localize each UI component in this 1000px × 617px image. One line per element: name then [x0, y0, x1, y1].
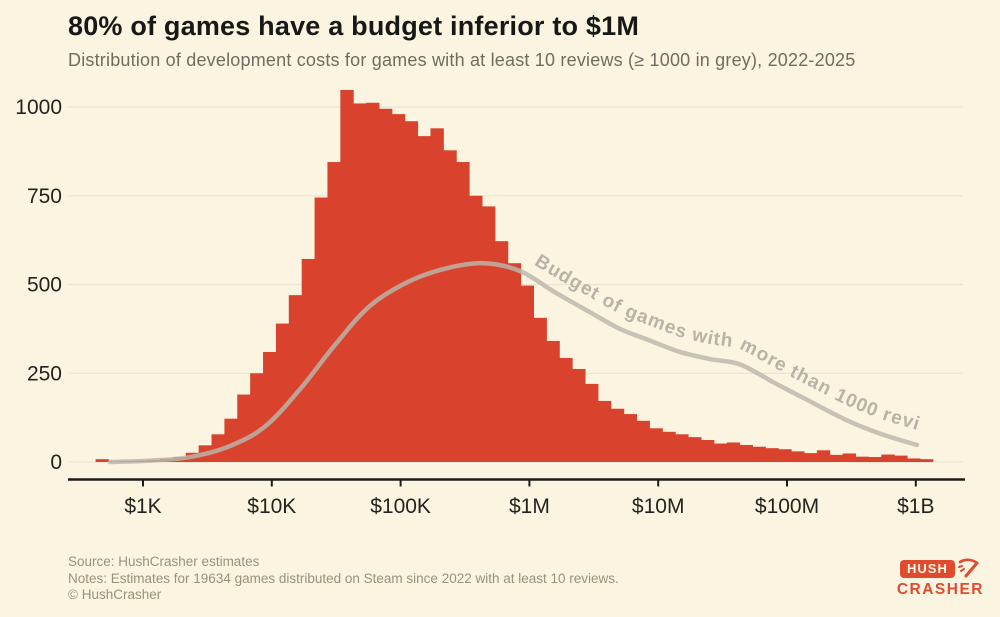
grey-line-1000-reviews	[107, 260, 920, 465]
histogram-bar	[494, 241, 509, 462]
histogram-bar	[726, 442, 741, 462]
histogram-bar	[340, 89, 354, 463]
logo-crasher-label: CRASHER	[896, 581, 984, 598]
histogram-bar	[752, 446, 766, 462]
histogram-bar	[739, 444, 753, 462]
histogram-bar	[314, 197, 328, 462]
logo-hush-label: HUSH	[900, 559, 955, 579]
histogram-bar	[301, 258, 316, 462]
histogram-bar	[894, 455, 908, 462]
histogram-bar	[816, 450, 831, 462]
histogram-bar	[597, 400, 612, 462]
histogram-bar	[829, 454, 844, 462]
histogram-bar	[546, 340, 560, 462]
histogram-bar	[623, 414, 638, 462]
histogram-bar	[765, 448, 779, 462]
y-tick-label: 500	[27, 274, 62, 297]
histogram-bar	[791, 451, 805, 462]
histogram-bar	[353, 103, 367, 462]
histogram-bar	[443, 150, 457, 462]
histogram-bar	[366, 102, 380, 463]
y-tick-label: 750	[27, 185, 62, 208]
histogram-bar	[778, 449, 792, 462]
histogram-bar	[688, 437, 702, 462]
histogram-bar	[585, 383, 599, 462]
histogram-bar	[662, 431, 676, 462]
histogram-bar	[288, 295, 303, 462]
histogram-bar	[430, 128, 444, 463]
histogram-bar	[713, 443, 728, 462]
y-tick-label: 250	[27, 362, 62, 385]
chart-title: 80% of games have a budget inferior to $…	[68, 11, 640, 41]
histogram-bar	[417, 136, 431, 463]
brand-logo: HUSH CRASHER	[897, 558, 984, 599]
histogram-bar	[507, 263, 522, 462]
copyright-note: © HushCrasher	[68, 587, 162, 603]
histogram-bar	[456, 162, 470, 462]
histogram-bar	[327, 162, 341, 462]
methodology-note: Notes: Estimates for 19634 games distrib…	[68, 570, 619, 586]
histogram-bar	[572, 368, 586, 462]
histogram-bar	[907, 458, 921, 462]
histogram-bar	[378, 108, 393, 463]
y-tick-label: 0	[50, 451, 62, 474]
histogram-bar	[919, 459, 934, 462]
chart-footer: Source: HushCrasher estimates Notes: Est…	[68, 554, 988, 604]
histogram-bar	[842, 453, 857, 462]
x-tick-label: $1B	[897, 495, 934, 518]
y-tick-label: 1000	[15, 96, 62, 119]
histogram-bar	[700, 439, 715, 462]
chart-notes: Source: HushCrasher estimates Notes: Est…	[68, 554, 619, 604]
histogram-bar	[224, 418, 238, 462]
histogram-bar	[636, 420, 650, 462]
histogram-bar	[881, 454, 895, 462]
histogram-bar	[95, 459, 109, 462]
histogram-bar	[520, 285, 535, 462]
x-tick-label: $10M	[632, 495, 685, 518]
histogram-bar	[275, 323, 290, 462]
x-tick-label: $100M	[755, 495, 819, 518]
x-tick-label: $100K	[370, 495, 431, 518]
histogram-bar	[868, 457, 882, 462]
histogram-bar	[263, 351, 277, 462]
histogram-bar	[404, 121, 419, 462]
histogram-bar	[649, 428, 663, 462]
histogram-bar	[610, 408, 625, 462]
histogram-bar	[250, 373, 264, 462]
source-note: Source: HushCrasher estimates	[68, 554, 260, 569]
x-tick-label: $1K	[124, 495, 161, 518]
histogram-bar	[469, 195, 483, 462]
histogram-bar	[482, 206, 496, 462]
histogram-bar	[559, 357, 573, 462]
histogram-bar	[804, 453, 818, 462]
histogram-bar	[855, 456, 869, 462]
x-tick-label: $1M	[509, 495, 550, 518]
histogram-bar	[237, 394, 251, 462]
chart-subtitle: Distribution of development costs for ga…	[68, 49, 856, 70]
pickaxe-icon	[957, 558, 979, 578]
chart-header: 80% of games have a budget inferior to $…	[68, 10, 968, 71]
histogram-bar	[533, 317, 547, 462]
x-tick-label: $10K	[247, 495, 296, 518]
histogram-bar	[675, 434, 689, 462]
